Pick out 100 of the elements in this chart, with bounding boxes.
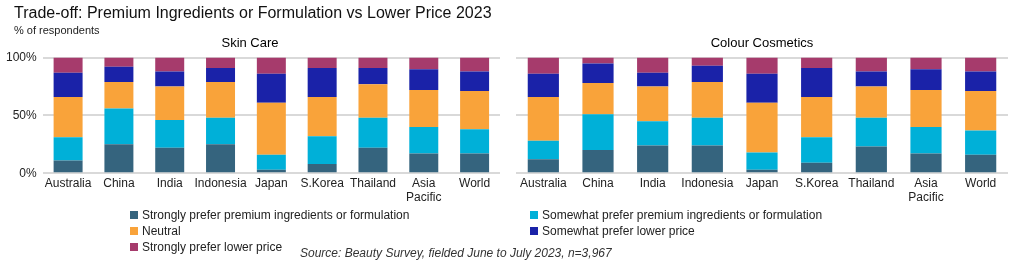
legend-label: Somewhat prefer lower price	[542, 224, 695, 238]
bar	[53, 137, 83, 161]
x-tick-label: World	[459, 175, 491, 190]
bar	[409, 69, 439, 90]
bar	[801, 162, 833, 173]
bar	[256, 73, 286, 103]
bar	[409, 126, 439, 154]
bar	[637, 72, 669, 87]
y-tick-label: 50%	[12, 107, 38, 122]
x-tick-label: Australia	[519, 175, 567, 190]
bar	[910, 126, 942, 154]
bar	[965, 57, 997, 72]
bar	[746, 102, 778, 153]
bar	[801, 137, 833, 163]
chart-title: Skin Care	[221, 35, 279, 51]
bar	[746, 152, 778, 170]
bar	[910, 69, 942, 90]
bar	[460, 153, 490, 173]
bar	[801, 57, 833, 68]
bar	[855, 146, 887, 173]
bar	[855, 57, 887, 72]
bar	[691, 81, 723, 118]
bar	[527, 140, 559, 160]
bar	[155, 71, 185, 87]
bar	[582, 150, 614, 173]
x-tick-label: China	[103, 175, 135, 190]
x-tick-label: S.Korea	[300, 175, 345, 190]
bar	[358, 117, 388, 148]
x-tick-label: India	[156, 175, 184, 190]
bar	[358, 147, 388, 173]
x-tick-label: Thailand	[848, 175, 895, 190]
bar	[691, 145, 723, 173]
bar	[637, 86, 669, 122]
x-tick-label: S.Korea	[794, 175, 839, 190]
bar	[104, 57, 134, 67]
bar	[746, 57, 778, 74]
bar	[53, 72, 83, 97]
bar	[965, 71, 997, 92]
bar	[409, 57, 439, 70]
bar	[460, 71, 490, 92]
x-tick-label: Asia Pacific	[406, 175, 442, 205]
bar	[358, 68, 388, 85]
bar	[206, 57, 236, 68]
bar	[910, 153, 942, 173]
legend-label: Somewhat prefer premium ingredients or formulation	[542, 208, 823, 222]
bar	[965, 130, 997, 155]
legend-label: Neutral	[142, 224, 181, 238]
bar	[910, 89, 942, 127]
y-axis-title: % of respondents	[14, 24, 100, 36]
bar	[582, 63, 614, 84]
bar	[965, 91, 997, 131]
bar	[801, 96, 833, 138]
bar	[206, 144, 236, 173]
bar	[307, 68, 337, 97]
bar	[801, 68, 833, 97]
y-tick-label: 100%	[5, 49, 38, 64]
bar	[53, 57, 83, 73]
bar	[155, 57, 185, 72]
bar	[855, 117, 887, 147]
text: Trade-off: Premium Ingredients or Formulation vs Lower Price 2023	[14, 4, 492, 22]
bar	[409, 153, 439, 173]
bar	[460, 57, 490, 72]
bar	[582, 114, 614, 151]
bar	[637, 145, 669, 173]
bar	[358, 84, 388, 118]
bar	[256, 102, 286, 155]
x-tick-label: Indonesia	[194, 175, 247, 190]
bar	[256, 57, 286, 74]
bar	[206, 81, 236, 118]
bar	[358, 57, 388, 68]
bar	[206, 68, 236, 82]
bar	[256, 154, 286, 170]
bar	[307, 96, 337, 137]
bar	[104, 108, 134, 145]
bar	[307, 57, 337, 68]
chart-title: Colour Cosmetics	[710, 35, 814, 51]
x-tick-label: Indonesia	[681, 175, 734, 190]
x-tick-label: Asia Pacific	[908, 175, 944, 205]
bar	[691, 57, 723, 66]
x-tick-label: Australia	[44, 175, 92, 190]
bar	[307, 163, 337, 173]
bar	[460, 91, 490, 130]
bar	[104, 81, 134, 109]
bar	[155, 147, 185, 173]
y-tick-label: 0%	[19, 165, 38, 180]
bar	[691, 65, 723, 82]
bar	[527, 159, 559, 173]
legend-label: Strongly prefer premium ingredients or formulation	[142, 208, 410, 222]
bar	[53, 96, 83, 138]
bar	[582, 83, 614, 115]
bar	[965, 154, 997, 173]
legend-label: Strongly prefer lower price	[142, 240, 283, 254]
bar	[527, 73, 559, 97]
bar	[637, 121, 669, 146]
source-note: Source: Beauty Survey, fielded June to July 2023, n=3,967	[300, 246, 612, 260]
bar	[155, 86, 185, 121]
x-tick-label: China	[582, 175, 614, 190]
x-tick-label: World	[965, 175, 997, 190]
bar	[527, 57, 559, 74]
bar	[637, 57, 669, 73]
